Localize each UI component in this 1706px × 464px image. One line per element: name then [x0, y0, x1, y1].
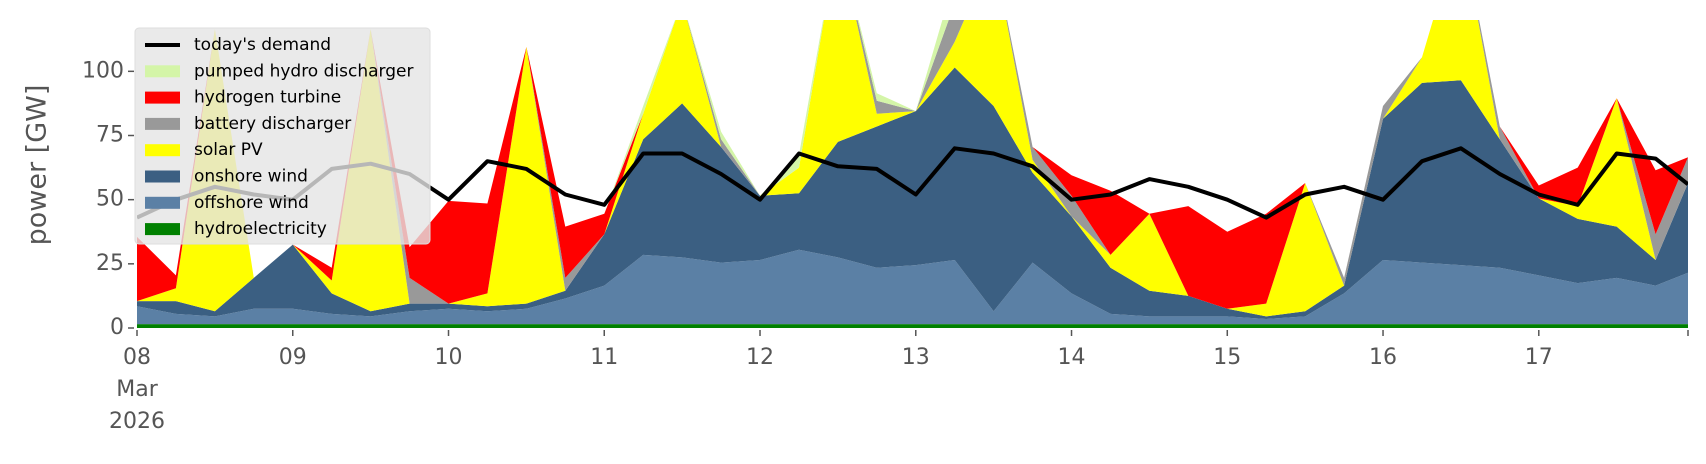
area	[137, 249, 1688, 325]
y-tick-label: 75	[96, 123, 124, 148]
y-tick-label: 0	[110, 315, 124, 340]
legend-swatch	[145, 65, 180, 78]
x-tick-label: 08	[123, 345, 151, 370]
legend-swatch	[145, 91, 180, 104]
x-tick-month: Mar	[116, 377, 158, 402]
legend: today's demand pumped hydro discharger hyd…	[134, 27, 431, 245]
x-tick-label: 14	[1058, 345, 1086, 370]
x-tick-label: 12	[746, 345, 774, 370]
area	[137, 324, 1688, 328]
x-tick-label: 09	[279, 345, 307, 370]
legend-swatch	[145, 170, 180, 183]
y-axis-label: power [GW]	[22, 85, 53, 246]
legend-label: onshore wind	[194, 167, 308, 187]
y-tick-label: 100	[82, 58, 124, 83]
legend-label: pumped hydro discharger	[194, 61, 413, 81]
x-tick-label: 15	[1213, 345, 1241, 370]
legend-label: solar PV	[194, 140, 263, 160]
y-tick-label: 25	[96, 251, 124, 276]
y-tick-label: 50	[96, 187, 124, 212]
legend-swatch	[145, 144, 180, 157]
axes: 0 25 50 75 100 08 09 10 11 12 13 14 15 16 17 Mar 2026	[82, 58, 1689, 434]
legend-swatch	[145, 223, 180, 236]
plot-area	[137, 20, 1688, 328]
legend-swatch	[145, 196, 180, 209]
legend-label: hydroelectricity	[194, 219, 327, 239]
legend-label: today's demand	[194, 35, 331, 55]
x-tick-label: 11	[590, 345, 618, 370]
legend-label: battery discharger	[194, 114, 351, 134]
legend-box	[134, 27, 431, 245]
legend-swatch	[145, 117, 180, 130]
x-tick-label: 13	[902, 345, 930, 370]
legend-label: offshore wind	[194, 193, 309, 213]
x-tick-label: 17	[1525, 345, 1553, 370]
x-tick-label: 10	[435, 345, 463, 370]
x-tick-label: 16	[1369, 345, 1397, 370]
x-tick-year: 2026	[109, 409, 165, 434]
area	[137, 20, 1688, 317]
legend-label: hydrogen turbine	[194, 88, 341, 108]
